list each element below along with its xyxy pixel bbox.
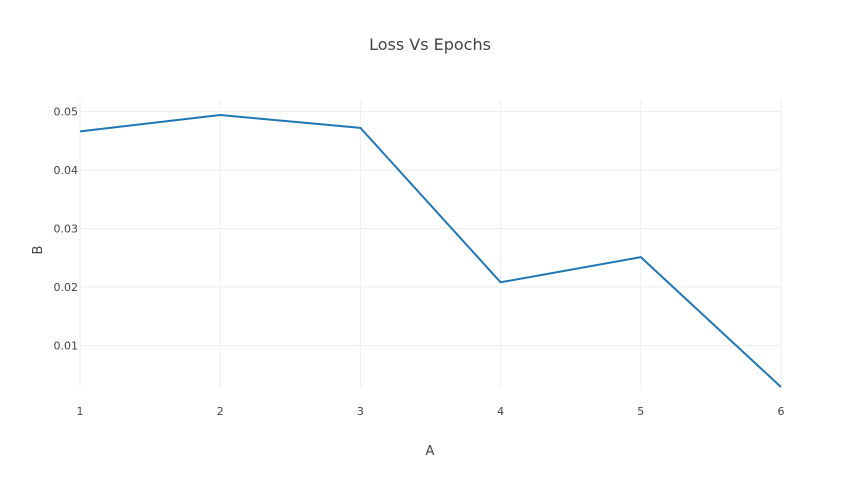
x-tick-label: 4 bbox=[497, 405, 504, 418]
series-line bbox=[79, 114, 782, 388]
data-point bbox=[498, 279, 504, 285]
x-axis-title: A bbox=[426, 444, 435, 459]
x-tick-label: 1 bbox=[77, 405, 84, 418]
x-axis-ticks: 1 2 3 4 5 6 bbox=[77, 405, 785, 418]
y-tick-label: 0.05 bbox=[54, 105, 79, 118]
series-layer bbox=[77, 112, 784, 390]
data-point bbox=[357, 125, 363, 131]
y-axis-ticks: 0.01 0.02 0.03 0.04 0.05 bbox=[54, 105, 79, 352]
x-tick-label: 3 bbox=[357, 405, 364, 418]
y-tick-label: 0.01 bbox=[54, 339, 79, 352]
y-tick-label: 0.03 bbox=[54, 222, 79, 235]
y-tick-label: 0.04 bbox=[54, 164, 79, 177]
grid bbox=[79, 100, 782, 387]
x-tick-label: 5 bbox=[637, 405, 644, 418]
x-tick-label: 6 bbox=[778, 405, 785, 418]
y-axis-title: B bbox=[31, 246, 46, 255]
data-point bbox=[638, 254, 644, 260]
data-point bbox=[217, 112, 223, 118]
data-point bbox=[778, 384, 784, 390]
data-point bbox=[77, 128, 83, 134]
x-tick-label: 2 bbox=[217, 405, 224, 418]
chart-title: Loss Vs Epochs bbox=[369, 35, 491, 54]
y-tick-label: 0.02 bbox=[54, 281, 79, 294]
